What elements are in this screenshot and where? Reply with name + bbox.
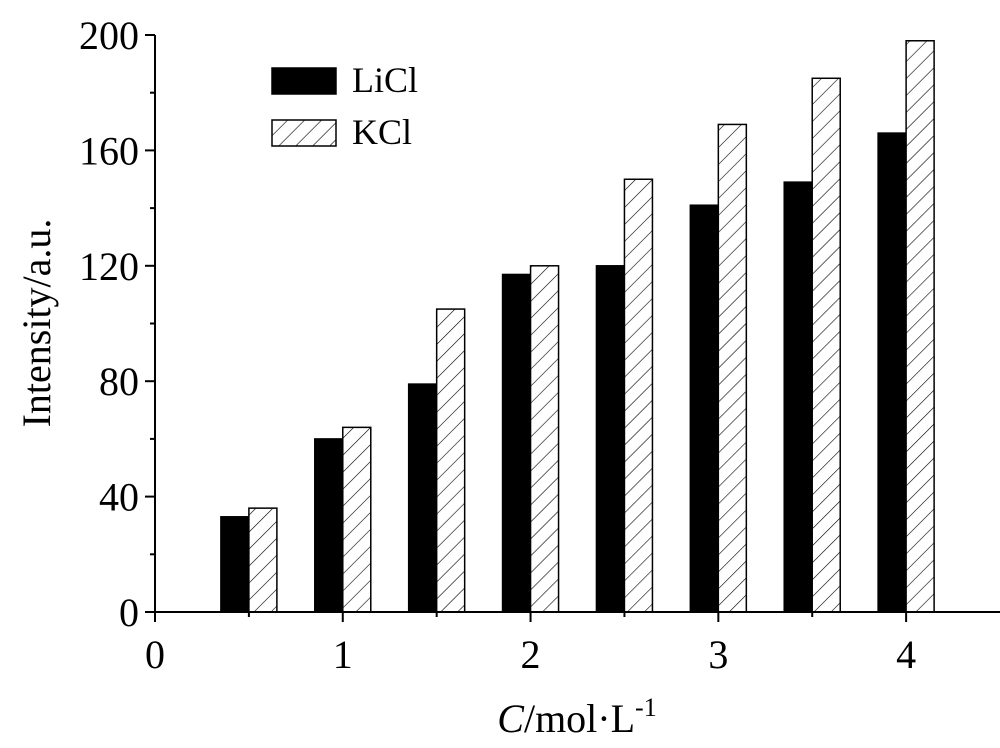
bar-kcl-1.5 [435, 308, 466, 613]
legend-label-kcl: KCl [352, 112, 412, 152]
x-axis-title: C/mol·L-1 [497, 693, 656, 741]
x-axis-title-superscript: -1 [635, 693, 657, 722]
y-tick-label: 0 [119, 590, 139, 635]
x-tick-label: 1 [333, 632, 353, 677]
legend-swatch-kcl [271, 119, 337, 147]
bar-licl-2.5 [595, 265, 626, 613]
x-tick-label: 4 [896, 632, 916, 677]
y-axis-title: Intensity/a.u. [14, 219, 59, 428]
bar-licl-4 [877, 132, 907, 613]
x-axis-title-variable: C [497, 696, 525, 741]
bars-group [220, 40, 935, 613]
y-tick-label: 40 [99, 475, 139, 520]
x-axis-title-unit: /mol·L [524, 696, 635, 741]
x-tick-label: 2 [521, 632, 541, 677]
bar-kcl-2.5 [623, 178, 654, 613]
bar-kcl-2 [529, 265, 560, 613]
bar-licl-1 [314, 438, 344, 613]
legend-label-licl: LiCl [352, 60, 418, 100]
bar-kcl-3 [717, 123, 748, 613]
bar-licl-3 [689, 204, 720, 613]
legend: LiCl KCl [271, 60, 418, 152]
bar-licl-2 [501, 273, 532, 613]
y-tick-label: 160 [79, 128, 139, 173]
bar-kcl-1 [342, 426, 372, 613]
x-tick-label: 0 [145, 632, 165, 677]
bar-kcl-0.5 [248, 507, 278, 613]
y-tick-label: 120 [79, 244, 139, 289]
bar-kcl-4 [905, 40, 935, 613]
bar-licl-1.5 [407, 383, 438, 613]
y-tick-label: 80 [99, 359, 139, 404]
x-ticks-group: 0 1 2 3 4 [145, 612, 916, 677]
x-tick-label: 3 [708, 632, 728, 677]
bar-kcl-3.5 [811, 77, 841, 613]
legend-swatch-licl [271, 67, 337, 95]
bar-licl-3.5 [783, 181, 813, 613]
y-tick-label: 200 [79, 13, 139, 58]
y-ticks-group: 0 40 80 120 160 200 [79, 13, 155, 635]
bar-licl-0.5 [220, 516, 250, 613]
